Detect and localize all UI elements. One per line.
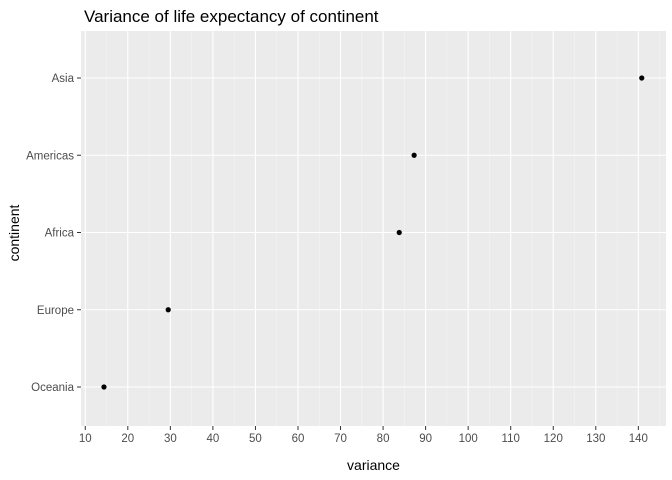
y-tick-label-americas: Americas — [26, 150, 74, 162]
y-tick-label-europe: Europe — [37, 305, 74, 317]
chart-title: Variance of life expectancy of continent — [84, 7, 379, 26]
y-tick-label-oceania: Oceania — [31, 382, 74, 394]
major-gridlines — [81, 31, 666, 426]
y-axis: Oceania Europe Africa Americas Asia — [26, 73, 81, 394]
y-tick-label-africa: Africa — [45, 228, 75, 240]
x-tick-label-70: 70 — [334, 433, 347, 445]
x-tick-label-100: 100 — [459, 433, 478, 445]
x-tick-label-120: 120 — [544, 433, 563, 445]
point-africa — [396, 229, 402, 236]
x-tick-label-50: 50 — [249, 433, 262, 445]
y-tick-label-asia: Asia — [52, 73, 75, 85]
x-tick-label-90: 90 — [419, 433, 432, 445]
x-tick-label-110: 110 — [502, 433, 520, 445]
y-axis-title: continent — [6, 204, 22, 261]
point-europe — [165, 307, 171, 313]
plot-panel — [81, 31, 666, 426]
point-oceania — [101, 384, 107, 390]
x-axis: 10 20 30 40 50 60 70 80 90 100 110 120 130 140 — [79, 426, 648, 445]
point-americas — [411, 152, 417, 158]
x-tick-label-130: 130 — [586, 433, 605, 445]
x-axis-title: variance — [347, 457, 400, 473]
x-tick-label-20: 20 — [121, 433, 134, 445]
x-tick-label-140: 140 — [629, 433, 648, 445]
x-tick-label-60: 60 — [292, 433, 305, 445]
x-tick-label-30: 30 — [164, 433, 177, 445]
data-points — [101, 75, 645, 390]
x-tick-label-40: 40 — [206, 433, 219, 445]
minor-gridlines — [106, 31, 660, 426]
point-asia — [639, 75, 645, 81]
x-tick-label-80: 80 — [377, 433, 390, 445]
x-tick-label-10: 10 — [79, 433, 92, 445]
